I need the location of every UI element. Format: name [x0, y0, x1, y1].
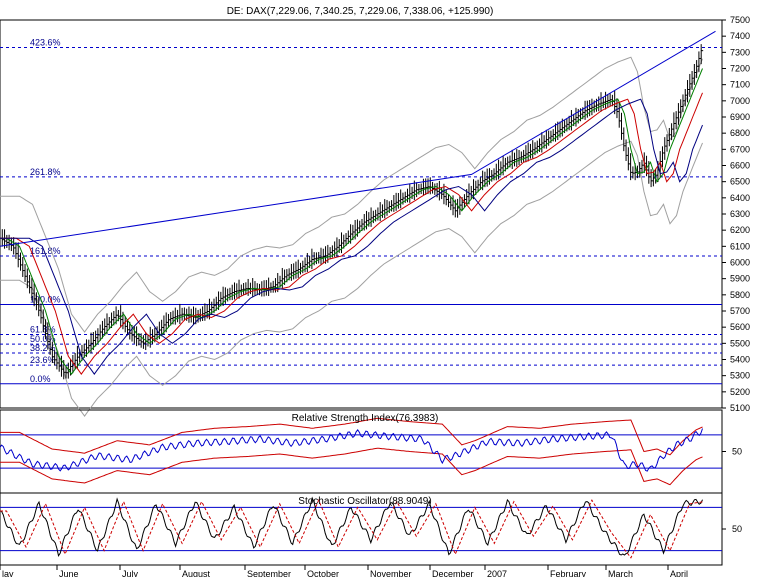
- stochastic-k-line: [0, 496, 703, 557]
- month-label: October: [307, 569, 339, 577]
- month-label: August: [182, 569, 211, 577]
- price-tick-label: 6800: [730, 128, 750, 138]
- price-tick-label: 5100: [730, 403, 750, 413]
- price-tick-label: 6100: [730, 241, 750, 251]
- price-tick-label: 5600: [730, 322, 750, 332]
- price-tick-label: 7200: [730, 64, 750, 74]
- month-label: July: [122, 569, 139, 577]
- month-label: April: [670, 569, 688, 577]
- stochastic-d-line: [0, 498, 703, 559]
- price-panel: 5100 5200 5300 5400 5500 5600 5700 5800 5900 6000…: [0, 15, 750, 417]
- price-tick-label: 5700: [730, 306, 750, 316]
- price-tick-label: 6700: [730, 144, 750, 154]
- price-tick-label: 6600: [730, 161, 750, 171]
- price-tick-label: 5200: [730, 387, 750, 397]
- fib-level-label: 261.8%: [30, 167, 61, 177]
- rsi-label: Relative Strength Index(76.3983): [292, 413, 439, 424]
- price-tick-label: 6200: [730, 225, 750, 235]
- month-label: 2007: [487, 569, 507, 577]
- price-tick-label: 6400: [730, 193, 750, 203]
- price-tick-label: 6000: [730, 258, 750, 268]
- price-tick-label: 5900: [730, 274, 750, 284]
- month-label: September: [247, 569, 291, 577]
- month-label: March: [608, 569, 633, 577]
- price-tick-label: 7500: [730, 15, 750, 25]
- chart-title: DE: DAX(7,229.06, 7,340.25, 7,229.06, 7,…: [227, 6, 494, 17]
- rsi-lower-band: [0, 447, 703, 486]
- fib-level-label: 50.0%: [30, 334, 56, 344]
- price-tick-label: 6900: [730, 112, 750, 122]
- month-axis: lay June July August September October Novembe…: [0, 564, 722, 577]
- rsi-upper-band: [0, 417, 703, 456]
- price-tick-label: 7300: [730, 47, 750, 57]
- price-tick-label: 5800: [730, 290, 750, 300]
- price-tick-label: 5300: [730, 371, 750, 381]
- price-tick-label: 6300: [730, 209, 750, 219]
- bollinger-lower-band: [0, 140, 703, 417]
- stochastic-label: Stochastic Oscillator(88.9049): [298, 496, 431, 507]
- price-tick-label: 7400: [730, 31, 750, 41]
- price-tick-label: 7100: [730, 80, 750, 90]
- price-tick-label: 7000: [730, 96, 750, 106]
- fib-level-label: 0.0%: [30, 374, 51, 384]
- month-label: February: [550, 569, 587, 577]
- bollinger-upper-band: [0, 56, 703, 333]
- price-tick-label: 6500: [730, 177, 750, 187]
- medium-moving-average: [0, 92, 703, 375]
- price-tick-label: 5400: [730, 355, 750, 365]
- month-label: December: [432, 569, 474, 577]
- short-moving-average: [0, 68, 703, 375]
- fib-level-label: 38.2%: [30, 343, 56, 353]
- month-label: November: [370, 569, 412, 577]
- long-moving-average: [0, 98, 703, 375]
- month-label: June: [59, 569, 79, 577]
- stochastic-tick-label: 50: [732, 524, 742, 534]
- fib-level-label: 23.6%: [30, 355, 56, 365]
- price-tick-label: 5500: [730, 338, 750, 348]
- rsi-tick-label: 50: [732, 447, 742, 457]
- fib-level-label: 100.0%: [30, 295, 61, 305]
- fib-level-label: 161.8%: [30, 246, 61, 256]
- upper-trend-channel: [0, 30, 716, 247]
- fib-level-label: 423.6%: [30, 37, 61, 47]
- month-label: lay: [2, 569, 14, 577]
- rsi-line: [0, 428, 703, 472]
